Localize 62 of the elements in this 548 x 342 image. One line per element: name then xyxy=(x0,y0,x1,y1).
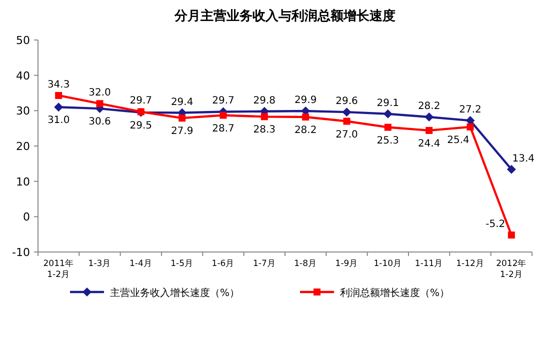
x-tick-label: 1-11月 xyxy=(414,259,444,269)
data-label: 29.8 xyxy=(253,95,276,106)
y-tick-label: -10 xyxy=(12,246,30,259)
x-tick-label: 1-10月 xyxy=(374,259,402,269)
data-label: 34.3 xyxy=(47,79,70,90)
data-label: -5.2 xyxy=(486,219,506,230)
y-tick-label: 40 xyxy=(16,69,30,82)
y-tick-label: 50 xyxy=(16,34,30,47)
data-label: 28.2 xyxy=(294,125,317,136)
x-tick-label: 1-4月 xyxy=(129,259,152,269)
data-label: 29.5 xyxy=(130,120,152,132)
data-label: 24.4 xyxy=(418,138,440,150)
data-label: 31.0 xyxy=(47,115,70,126)
data-label: 28.2 xyxy=(418,101,440,112)
x-tick-label: 1-3月 xyxy=(88,259,112,269)
point xyxy=(384,124,392,131)
data-label: 32.0 xyxy=(88,88,111,99)
data-label: 28.7 xyxy=(212,123,234,134)
data-label: 29.7 xyxy=(130,96,152,107)
data-label: 27.9 xyxy=(170,126,194,138)
x-tick-label: 1-5月 xyxy=(170,259,194,269)
x-tick-label: 2012年 1-2月 xyxy=(496,258,527,280)
y-tick-label: 30 xyxy=(16,104,30,118)
point xyxy=(506,164,516,174)
point xyxy=(55,92,62,99)
x-tick-label: 1-7月 xyxy=(252,259,276,269)
point xyxy=(96,100,104,108)
chart-title: 分月主营业务收入与利润总额增长速度 xyxy=(174,8,396,24)
x-tick-label: 1-8月 xyxy=(294,259,318,269)
data-label: 25.3 xyxy=(376,135,400,146)
x-tick-label: 1-6月 xyxy=(212,259,235,269)
data-label: 27.2 xyxy=(459,104,482,116)
point xyxy=(260,113,268,120)
data-label: 29.4 xyxy=(170,96,194,108)
data-label: 29.7 xyxy=(212,96,234,107)
point xyxy=(220,112,227,119)
point xyxy=(302,114,310,121)
point xyxy=(178,114,186,122)
data-label: 30.6 xyxy=(88,116,111,128)
point xyxy=(424,112,434,122)
data-label: 29.1 xyxy=(376,98,400,109)
x-tick-label: 1-9月 xyxy=(335,259,358,269)
data-label: 27.0 xyxy=(336,129,358,140)
point xyxy=(342,108,352,117)
data-label: 25.4 xyxy=(447,134,470,146)
point xyxy=(383,109,392,118)
point xyxy=(343,118,350,125)
x-tick-label: 1-12月 xyxy=(456,259,484,269)
point xyxy=(508,232,515,239)
legend-label: 利润总额增长速度（%） xyxy=(340,287,450,299)
data-label: 13.4 xyxy=(512,153,535,164)
data-label: 29.9 xyxy=(294,95,317,106)
y-tick-label: 10 xyxy=(16,175,30,188)
point xyxy=(54,102,64,112)
data-label: 29.6 xyxy=(336,96,358,108)
legend-label: 主营业务收入增长速度（%） xyxy=(110,287,240,299)
data-label: 28.3 xyxy=(253,124,276,136)
y-tick-label: 20 xyxy=(16,140,30,153)
point xyxy=(466,123,474,130)
x-tick-label: 2011年 1-2月 xyxy=(43,258,74,280)
y-tick-label: 0 xyxy=(23,210,30,224)
point xyxy=(426,126,433,134)
